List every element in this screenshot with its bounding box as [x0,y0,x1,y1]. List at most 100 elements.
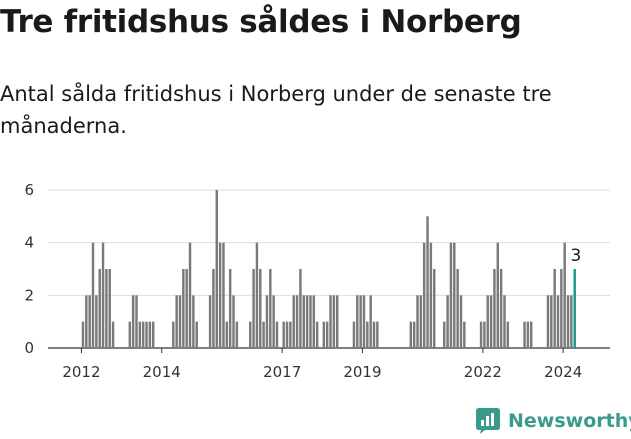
bar [366,321,369,348]
bar [192,295,195,348]
bar [412,321,416,348]
bar [550,295,553,348]
bar-chart: 0 2 4 6 2012 2014 2017 2019 2022 2024 3 [24,181,610,381]
bar [208,295,212,348]
bar [429,242,433,348]
bar [422,242,426,348]
bar [463,321,466,348]
bar [131,295,135,348]
bar [195,321,198,348]
bar [272,295,275,348]
bar [222,242,225,348]
bar [88,295,91,348]
x-tick-label: 2022 [464,363,502,381]
bar [523,321,526,348]
bar [259,269,262,348]
bar [111,321,115,348]
y-tick-label: 6 [24,181,34,199]
bar [152,321,155,348]
newsworthy-logo-icon [476,408,500,434]
brand-logo: Newsworthy [476,408,631,434]
bar [560,269,563,348]
bar [376,321,379,348]
bar [108,269,111,348]
bar [556,295,560,348]
bar [299,269,302,348]
bar [225,321,229,348]
bar [483,321,486,348]
bar [496,242,500,348]
bar [570,295,573,348]
bar [486,295,489,348]
bar [329,295,332,348]
brand-name: Newsworthy [508,410,631,432]
x-tick-label: 2012 [62,363,100,381]
bar [148,321,152,348]
bar [292,295,295,348]
bar [503,295,506,348]
bar [372,321,376,348]
bar [128,321,132,348]
bar [95,295,98,348]
x-tick-label: 2014 [143,363,181,381]
bar [553,269,556,348]
bar [546,295,550,348]
bar [91,242,95,348]
bar [446,295,449,348]
bar [255,242,259,348]
bar [356,295,359,348]
bar [566,295,570,348]
bar [212,269,215,348]
bar [172,321,175,348]
bar [295,295,299,348]
bar [175,295,178,348]
bar [369,295,372,348]
bar [269,269,272,348]
bar [315,321,319,348]
bar [530,321,533,348]
bar [252,269,255,348]
bar [506,321,510,348]
bar [138,321,142,348]
bar [232,295,235,348]
x-tick-label: 2024 [544,363,582,381]
bar [218,242,222,348]
bar [228,269,232,348]
bar [145,321,148,348]
y-tick-label: 4 [24,234,34,252]
bar [419,295,423,348]
bar [98,269,101,348]
bar [312,295,316,348]
bar [456,269,459,348]
bar [135,295,138,348]
bar [352,321,356,348]
bar [433,269,436,348]
bar [443,321,446,348]
bar [426,216,429,348]
bar [275,321,279,348]
bar [453,242,456,348]
chart-title: Tre fritidshus såldes i Norberg [0,4,522,40]
bar [282,321,285,348]
x-tick-label: 2019 [343,363,381,381]
bar [215,190,219,348]
bar [265,295,269,348]
bar [459,295,463,348]
bar [188,242,192,348]
bar [289,321,292,348]
bar [325,321,329,348]
bar [178,295,182,348]
bar [499,269,503,348]
bar [81,321,85,348]
bar [493,269,496,348]
bar [285,321,289,348]
bar [526,321,530,348]
bar [449,242,453,348]
bar [235,321,239,348]
bar [335,295,339,348]
data-label: 3 [570,246,581,266]
highlight-bar [573,269,576,348]
bar [479,321,483,348]
bar [249,321,252,348]
bar [563,242,566,348]
